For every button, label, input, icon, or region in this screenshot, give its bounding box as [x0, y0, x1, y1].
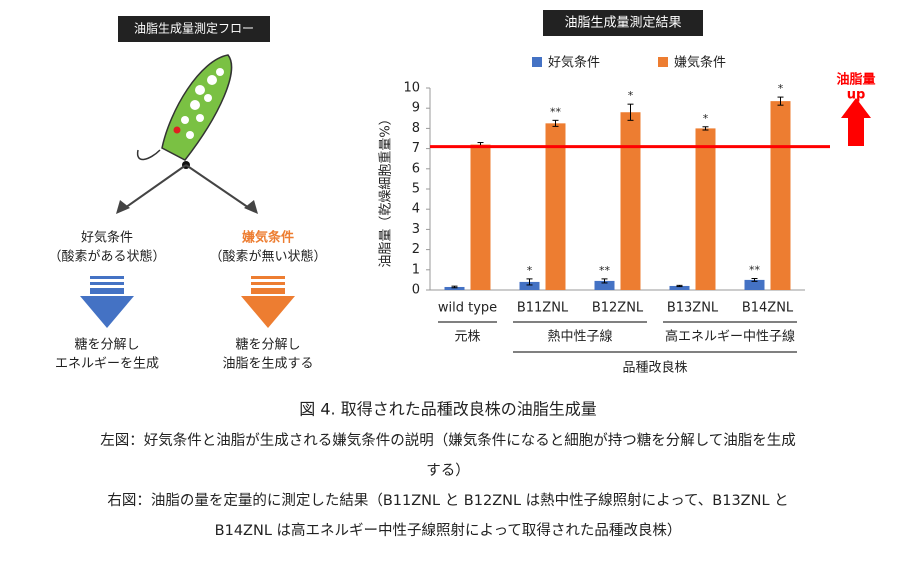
- significance-mark: **: [749, 263, 761, 276]
- significance-mark: **: [550, 105, 562, 118]
- bar: [470, 144, 491, 290]
- arrowhead: [244, 200, 258, 214]
- bar: [770, 101, 791, 290]
- result-text: 糖を分解し: [74, 337, 139, 353]
- y-tick-label: 8: [412, 121, 420, 136]
- euglena: [136, 54, 233, 161]
- legend-swatch: [532, 57, 542, 67]
- significance-mark: *: [703, 112, 709, 125]
- y-tick-label: 5: [412, 182, 420, 197]
- diagram-title-box: [118, 16, 270, 42]
- orange-arrow: [241, 276, 295, 328]
- x-tick-label: B14ZNL: [742, 301, 794, 316]
- y-tick-label: 4: [412, 202, 420, 217]
- result-text: エネルギーを生成: [55, 357, 159, 372]
- y-tick-label: 7: [412, 141, 420, 156]
- diagram-title: 油脂生成量測定フロー: [134, 21, 254, 36]
- bar: [669, 285, 690, 290]
- legend-swatch: [658, 57, 668, 67]
- y-tick-label: 6: [412, 161, 420, 176]
- condition-label: 好気条件: [81, 230, 133, 246]
- y-axis-label: 油脂量（乾燥細胞重量%）: [378, 112, 394, 267]
- y-tick-label: 10: [403, 81, 420, 96]
- condition-note: （酸素がある状態）: [48, 249, 165, 265]
- reference-label: up: [847, 88, 866, 103]
- group-label: 熱中性子線: [547, 329, 612, 345]
- result-text: 糖を分解し: [235, 337, 300, 353]
- significance-mark: *: [778, 82, 784, 95]
- x-tick-label: B13ZNL: [667, 301, 719, 316]
- supergroup-label: 品種改良株: [622, 360, 687, 376]
- branch-line: [185, 164, 253, 211]
- bar: [519, 281, 540, 290]
- chart-title: 油脂生成量測定結果: [564, 16, 681, 31]
- blue-arrow: [80, 276, 134, 328]
- legend-label: 好気条件: [548, 55, 600, 71]
- caption-line: B14ZNL は高エネルギー中性子線照射によって取得された品種改良株）: [215, 522, 682, 539]
- bar: [444, 286, 465, 290]
- caption-line: 左図：好気条件と油脂が生成される嫌気条件の説明（嫌気条件になると細胞が持つ糖を分…: [100, 432, 796, 449]
- caption-title: 図 4. 取得された品種改良株の油脂生成量: [299, 400, 596, 419]
- significance-mark: *: [527, 264, 533, 277]
- group-label: 高エネルギー中性子線: [665, 329, 795, 345]
- bar: [545, 123, 566, 290]
- bar: [594, 280, 615, 290]
- result-text: 油脂を生成する: [222, 357, 313, 372]
- bar: [744, 279, 765, 290]
- reference-label: 油脂量: [836, 72, 875, 88]
- bar: [695, 128, 716, 290]
- caption-line: 右図：油脂の量を定量的に測定した結果（B11ZNL と B12ZNL は熱中性子…: [107, 492, 788, 509]
- significance-mark: **: [599, 264, 611, 277]
- y-tick-label: 0: [412, 283, 420, 298]
- y-tick-label: 1: [412, 262, 420, 277]
- condition-note: （酸素が無い状態）: [209, 249, 326, 265]
- y-tick-label: 3: [412, 222, 420, 237]
- branch-line: [121, 164, 187, 211]
- caption-line: する）: [426, 462, 470, 479]
- chart-title-box: [543, 10, 703, 36]
- group-label: 元株: [454, 330, 480, 345]
- arrowhead: [116, 200, 130, 214]
- y-tick-label: 2: [412, 242, 420, 257]
- legend-label: 嫌気条件: [674, 55, 726, 71]
- condition-label: 嫌気条件: [241, 230, 294, 246]
- significance-mark: *: [628, 89, 634, 102]
- up-arrow: [841, 98, 871, 146]
- x-tick-label: wild type: [438, 301, 497, 316]
- y-tick-label: 9: [412, 101, 420, 116]
- bar: [620, 112, 641, 291]
- x-tick-label: B12ZNL: [592, 301, 644, 316]
- x-tick-label: B11ZNL: [517, 301, 569, 316]
